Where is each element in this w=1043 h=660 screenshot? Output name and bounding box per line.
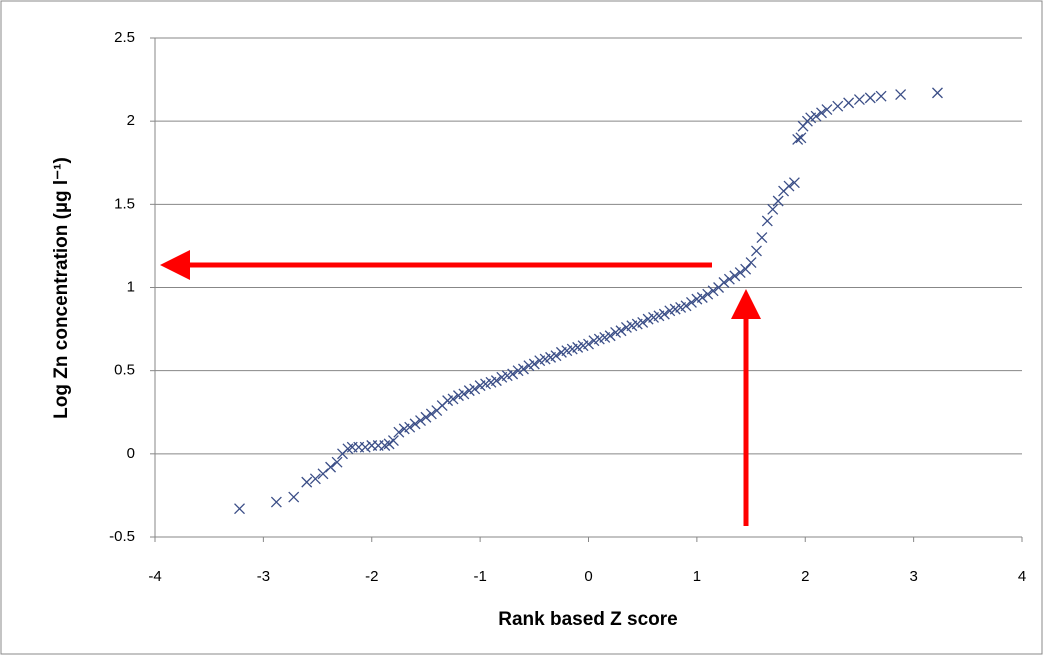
y-tick-label: 1	[127, 278, 135, 295]
data-point	[387, 435, 399, 446]
data-point	[702, 288, 714, 300]
data-point	[415, 415, 426, 427]
x-tick-label: 1	[693, 568, 701, 585]
data-point	[788, 177, 800, 189]
data-point	[816, 107, 827, 119]
data-point	[383, 438, 395, 450]
data-point	[792, 134, 804, 145]
x-tick-label: 2	[801, 568, 809, 585]
data-point	[932, 87, 943, 99]
x-tick-label: -1	[473, 568, 486, 585]
x-tick-label: -3	[257, 568, 270, 585]
data-point	[317, 468, 329, 480]
data-point	[875, 90, 887, 102]
data-point	[518, 363, 529, 375]
data-point	[723, 273, 735, 285]
data-point	[685, 297, 697, 308]
data-point	[734, 267, 746, 278]
plot-area: -0.5 0 0.5 1 1.5 2 2.5 -4 -3 -2 -1 0 1 2 3 4	[109, 29, 1026, 585]
data-point	[707, 285, 719, 297]
data-point	[469, 383, 481, 395]
y-tick-label: 0	[127, 445, 135, 462]
data-point	[325, 461, 337, 473]
data-point	[447, 393, 459, 405]
data-point	[795, 132, 807, 144]
data-point	[740, 263, 752, 275]
data-point	[490, 375, 502, 387]
data-point	[288, 491, 300, 503]
data-point	[420, 411, 432, 423]
data-point	[843, 97, 855, 109]
data-point	[331, 456, 343, 468]
y-tick-label: 2	[127, 112, 135, 129]
data-point	[761, 215, 773, 227]
data-point	[658, 308, 670, 320]
x-tick-label: -2	[365, 568, 378, 585]
data-point	[409, 418, 421, 430]
y-axis-label: Log Zn concentration (µg l⁻¹)	[51, 157, 72, 419]
data-point	[309, 473, 321, 485]
data-point	[550, 350, 562, 362]
data-point	[458, 388, 470, 400]
data-point	[615, 325, 627, 337]
x-tick-label: 4	[1018, 568, 1026, 585]
y-tick-label: 1.5	[114, 195, 135, 212]
x-tick-label: 3	[909, 568, 917, 585]
data-point	[696, 292, 708, 303]
data-point	[821, 104, 833, 115]
data-point	[404, 421, 416, 433]
data-point	[853, 94, 865, 106]
y-tick-label: 0.5	[114, 362, 135, 379]
data-point	[270, 496, 282, 508]
data-point	[810, 110, 822, 122]
data-point	[507, 368, 519, 380]
y-tick-label: -0.5	[109, 528, 135, 545]
data-point	[756, 232, 768, 244]
data-point	[864, 92, 876, 104]
y-tick-label: 2.5	[114, 29, 135, 46]
data-point	[745, 257, 757, 269]
data-point	[767, 203, 779, 215]
data-point	[359, 441, 371, 453]
x-tick-label: -4	[148, 568, 161, 585]
x-axis-label: Rank based Z score	[498, 609, 678, 630]
data-point	[832, 100, 844, 112]
data-point	[301, 476, 313, 488]
data-point	[751, 245, 762, 257]
data-point	[783, 180, 795, 192]
data-point	[718, 277, 730, 288]
data-point	[772, 195, 784, 207]
data-point	[604, 330, 616, 342]
data-point	[895, 89, 907, 101]
data-point	[393, 426, 405, 438]
data-point	[729, 270, 741, 282]
data-point	[234, 503, 245, 515]
data-point	[583, 338, 594, 350]
data-point	[425, 408, 437, 420]
data-point	[528, 358, 540, 370]
data-point	[637, 316, 649, 328]
data-point	[680, 300, 692, 312]
x-tick-label: 0	[584, 568, 592, 585]
